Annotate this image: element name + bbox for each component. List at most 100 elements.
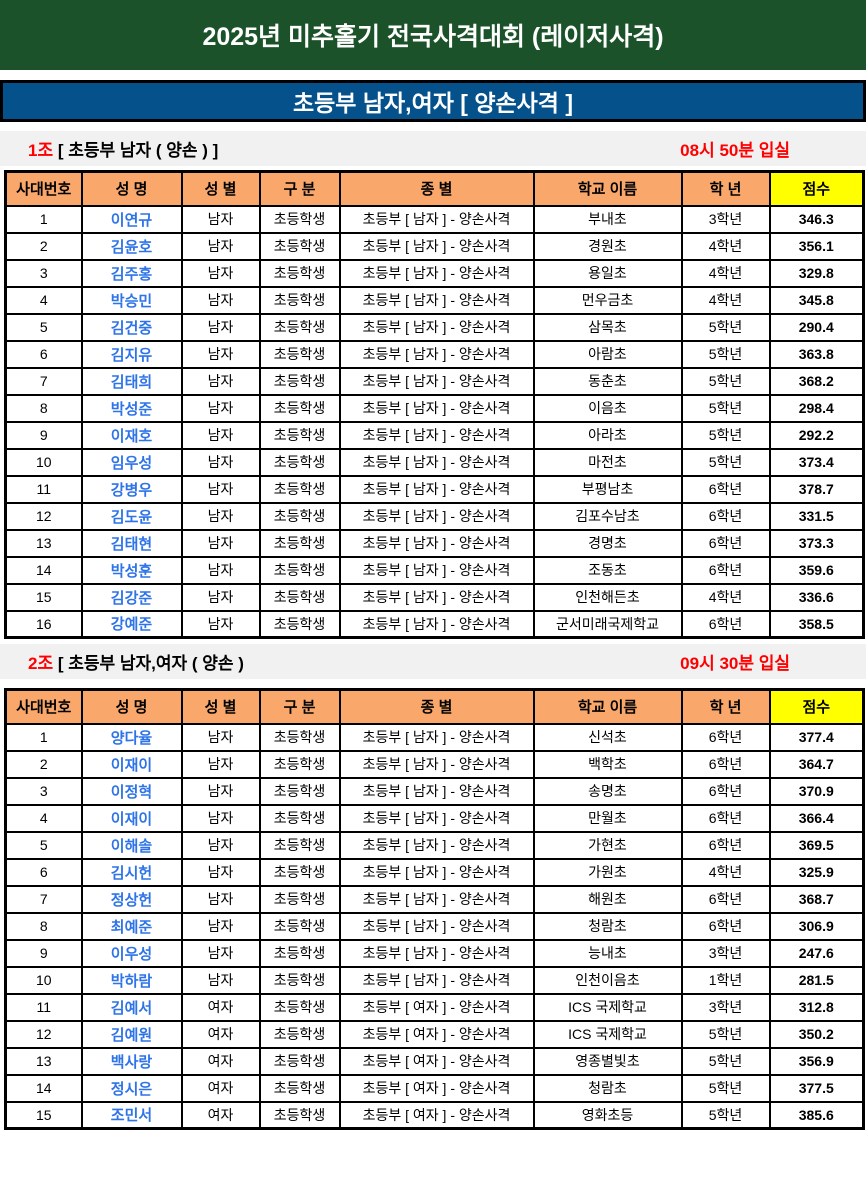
- score: 363.8: [768, 339, 865, 369]
- event-type: 초등부 [ 남자 ] - 양손사격: [338, 474, 535, 504]
- table-row: 9 이우성 남자 초등학생 초등부 [ 남자 ] - 양손사격 능내초 3학년 247.6: [4, 938, 865, 968]
- event-type: 초등부 [ 남자 ] - 양손사격: [338, 776, 535, 806]
- division: 초등학생: [258, 1073, 341, 1103]
- group-2-table: 사대번호 성 명 성 별 구 분 종 별 학교 이름 학 년 점수 1 양다율 남자…: [4, 688, 865, 1130]
- lane-number: 3: [4, 776, 83, 806]
- col-header-score: 점수: [768, 688, 865, 725]
- col-header-event-type: 종 별: [338, 688, 535, 725]
- division: 초등학생: [258, 447, 341, 477]
- col-header-school-name: 학교 이름: [532, 170, 683, 207]
- event-type: 초등부 [ 남자 ] - 양손사격: [338, 857, 535, 887]
- group-2-entry-time: 09시 30분 입실: [680, 654, 790, 673]
- table-row: 12 김도윤 남자 초등학생 초등부 [ 남자 ] - 양손사격 김포수남초 6학년 331.…: [4, 501, 865, 531]
- lane-number: 8: [4, 393, 83, 423]
- col-header-division: 구 분: [258, 170, 341, 207]
- score: 292.2: [768, 420, 865, 450]
- athlete-name: 정시은: [80, 1073, 183, 1103]
- school-name: 이음초: [532, 393, 683, 423]
- table-row: 4 이재이 남자 초등학생 초등부 [ 남자 ] - 양손사격 만월초 6학년 366.4: [4, 803, 865, 833]
- score: 385.6: [768, 1100, 865, 1130]
- athlete-name: 이정혁: [80, 776, 183, 806]
- lane-number: 15: [4, 1100, 83, 1130]
- event-type: 초등부 [ 남자 ] - 양손사격: [338, 938, 535, 968]
- table-row: 14 정시은 여자 초등학생 초등부 [ 여자 ] - 양손사격 청람초 5학년 377.5: [4, 1073, 865, 1103]
- division: 초등학생: [258, 285, 341, 315]
- event-type: 초등부 [ 여자 ] - 양손사격: [338, 992, 535, 1022]
- col-header-lane-number: 사대번호: [4, 170, 83, 207]
- gender: 남자: [180, 258, 261, 288]
- table-header-row: 사대번호 성 명 성 별 구 분 종 별 학교 이름 학 년 점수: [4, 170, 865, 207]
- division: 초등학생: [258, 258, 341, 288]
- lane-number: 10: [4, 965, 83, 995]
- event-type: 초등부 [ 남자 ] - 양손사격: [338, 393, 535, 423]
- school-name: 경명초: [532, 528, 683, 558]
- score: 356.9: [768, 1046, 865, 1076]
- athlete-name: 이해솔: [80, 830, 183, 860]
- table-row: 10 임우성 남자 초등학생 초등부 [ 남자 ] - 양손사격 마전초 5학년 373.4: [4, 447, 865, 477]
- athlete-name: 임우성: [80, 447, 183, 477]
- division: 초등학생: [258, 857, 341, 887]
- gender: 남자: [180, 555, 261, 585]
- athlete-name: 이우성: [80, 938, 183, 968]
- table-row: 2 이재이 남자 초등학생 초등부 [ 남자 ] - 양손사격 백학초 6학년 364.7: [4, 749, 865, 779]
- col-header-event-type: 종 별: [338, 170, 535, 207]
- gender: 남자: [180, 884, 261, 914]
- grade: 6학년: [680, 501, 771, 531]
- event-type: 초등부 [ 남자 ] - 양손사격: [338, 609, 535, 639]
- grade: 5학년: [680, 1019, 771, 1049]
- gender: 남자: [180, 501, 261, 531]
- grade: 6학년: [680, 884, 771, 914]
- event-type: 초등부 [ 여자 ] - 양손사격: [338, 1100, 535, 1130]
- athlete-name: 박성훈: [80, 555, 183, 585]
- table-row: 5 김건중 남자 초등학생 초등부 [ 남자 ] - 양손사격 삼목초 5학년 290.4: [4, 312, 865, 342]
- score: 368.7: [768, 884, 865, 914]
- table-row: 14 박성훈 남자 초등학생 초등부 [ 남자 ] - 양손사격 조동초 6학년 359.6: [4, 555, 865, 585]
- lane-number: 16: [4, 609, 83, 639]
- gender: 남자: [180, 722, 261, 752]
- grade: 3학년: [680, 204, 771, 234]
- athlete-name: 정상헌: [80, 884, 183, 914]
- school-name: 청람초: [532, 1073, 683, 1103]
- division: 초등학생: [258, 582, 341, 612]
- grade: 5학년: [680, 312, 771, 342]
- event-type: 초등부 [ 남자 ] - 양손사격: [338, 501, 535, 531]
- lane-number: 13: [4, 1046, 83, 1076]
- athlete-name: 김태현: [80, 528, 183, 558]
- score: 306.9: [768, 911, 865, 941]
- grade: 6학년: [680, 803, 771, 833]
- athlete-name: 이연규: [80, 204, 183, 234]
- group-2-title: 2조 [ 초등부 남자,여자 ( 양손 ): [0, 649, 244, 674]
- event-title: 초등부 남자,여자 [ 양손사격 ]: [292, 90, 574, 116]
- gender: 여자: [180, 1046, 261, 1076]
- table-row: 2 김윤호 남자 초등학생 초등부 [ 남자 ] - 양손사격 경원초 4학년 356.1: [4, 231, 865, 261]
- school-name: 해원초: [532, 884, 683, 914]
- athlete-name: 조민서: [80, 1100, 183, 1130]
- gender: 남자: [180, 528, 261, 558]
- event-type: 초등부 [ 남자 ] - 양손사격: [338, 447, 535, 477]
- lane-number: 11: [4, 474, 83, 504]
- gender: 남자: [180, 803, 261, 833]
- school-name: 인천해든초: [532, 582, 683, 612]
- grade: 4학년: [680, 857, 771, 887]
- athlete-name: 강병우: [80, 474, 183, 504]
- grade: 6학년: [680, 830, 771, 860]
- lane-number: 14: [4, 555, 83, 585]
- score: 345.8: [768, 285, 865, 315]
- score: 370.9: [768, 776, 865, 806]
- grade: 5학년: [680, 366, 771, 396]
- athlete-name: 김시헌: [80, 857, 183, 887]
- division: 초등학생: [258, 992, 341, 1022]
- lane-number: 4: [4, 803, 83, 833]
- gender: 남자: [180, 609, 261, 639]
- score: 350.2: [768, 1019, 865, 1049]
- school-name: 신석초: [532, 722, 683, 752]
- athlete-name: 김지유: [80, 339, 183, 369]
- school-name: 가현초: [532, 830, 683, 860]
- table-row: 3 김주홍 남자 초등학생 초등부 [ 남자 ] - 양손사격 용일초 4학년 329.8: [4, 258, 865, 288]
- score: 377.4: [768, 722, 865, 752]
- gender: 남자: [180, 393, 261, 423]
- lane-number: 9: [4, 420, 83, 450]
- score: 373.4: [768, 447, 865, 477]
- school-name: 부내초: [532, 204, 683, 234]
- competition-title-banner: 2025년 미추홀기 전국사격대회 (레이저사격): [0, 0, 866, 70]
